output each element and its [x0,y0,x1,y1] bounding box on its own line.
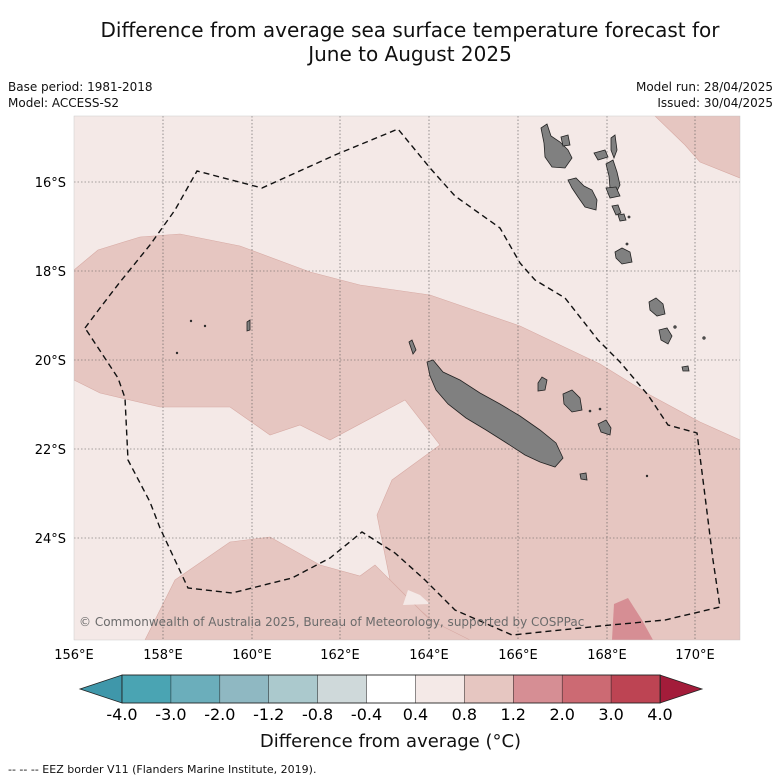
small-islet-b [625,242,629,246]
futuna-island [673,325,677,329]
colorbar-segments [121,674,661,704]
colorbar-tick-label: -0.8 [302,705,333,724]
colorbar-lower-extension [78,674,123,704]
ambae-island [593,149,609,161]
lon-tick-label: 160°E [232,648,272,663]
ouvea-island [537,376,548,392]
small-islet-g [203,324,207,328]
lat-tick-label: 16°S [35,176,66,191]
eez-border [84,128,721,636]
lat-tick-label: 22°S [35,443,66,458]
small-islet-d [598,407,602,411]
colorbar-segment [464,674,515,704]
colorbar: -4.0 -3.0 -2.0 -1.2 -0.8 -0.4 0.4 0.8 1.2 2.0 3.0 4… [78,674,704,724]
colorbar-segment [317,674,368,704]
issued-date: Issued: 30/04/2025 [657,96,773,110]
espiritu-santo-island [540,123,573,169]
map-plot-area: © Commonwealth of Australia 2025, Bureau… [74,116,740,640]
lifou-island [562,389,583,413]
erromango-island [648,297,666,317]
map-frame [73,115,741,641]
colorbar-segment [610,674,661,704]
lon-tick-label: 164°E [409,648,449,663]
title-line-1: Difference from average sea surface temp… [100,18,720,42]
aneityum-island [681,365,690,372]
lon-tick-label: 156°E [54,648,94,663]
tongoa-island [617,213,627,222]
epi-island [611,204,622,216]
colorbar-tick-label: -0.4 [351,705,382,724]
colorbar-tick-label: 4.0 [647,705,672,724]
colorbar-segment [561,674,612,704]
colorbar-tick-label: -3.0 [155,705,186,724]
aniwa-island [702,336,706,340]
isle-of-pines [579,472,588,481]
anomaly-gap [403,590,430,605]
meta-left: Base period: 1981-2018 Model: ACCESS-S2 [8,79,153,111]
maewo-island [610,134,618,160]
lon-tick-label: 162°E [320,648,360,663]
mare-island [597,419,612,436]
efate-island [614,247,633,265]
chesterfield-islet [246,319,251,332]
anomaly-region-northeast [654,116,740,179]
colorbar-segment [513,674,563,704]
colorbar-tick-label: -2.0 [204,705,235,724]
belep-islands [408,339,417,355]
eez-legend-text: -- EEZ border V11 (Flanders Marine Insti… [30,763,317,776]
meta-right: Model run: 28/04/2025 Issued: 30/04/2025 [636,79,773,111]
small-islet-e [645,474,649,478]
colorbar-segment [366,674,417,704]
colorbar-tick-label: -4.0 [106,705,137,724]
new-caledonia-main-island [426,359,564,468]
copyright-text: © Commonwealth of Australia 2025, Bureau… [79,615,584,629]
lat-axis: 16°S 18°S 20°S 22°S 24°S [35,176,66,547]
ambrym-island [605,186,621,199]
lat-tick-label: 24°S [35,532,66,547]
eez-legend-line-icon: -- -- [8,763,31,776]
map-title: Difference from average sea surface temp… [40,18,780,66]
malo-island [560,134,571,147]
base-period: Base period: 1981-2018 [8,80,153,94]
colorbar-upper-extension [659,674,704,704]
eez-legend: -- -- -- EEZ border V11 (Flanders Marine… [8,763,316,776]
colorbar-label: Difference from average (°C) [259,731,522,752]
colorbar-tick-label: -1.2 [253,705,284,724]
tanna-island [658,327,673,345]
land-masses [175,123,706,481]
colorbar-tick-label: 0.4 [403,705,428,724]
colorbar-segment [170,674,221,704]
anomaly-region-strong [612,598,653,640]
anomaly-region-southwest [144,536,471,640]
lon-tick-label: 170°E [675,648,715,663]
small-islet-h [175,351,179,355]
colorbar-segment [121,674,172,704]
colorbar-segment [219,674,270,704]
colorbar-frame [121,674,661,704]
colorbar-tick-label: 1.2 [501,705,526,724]
colorbar-tick-label: 0.8 [452,705,477,724]
lon-tick-label: 166°E [498,648,538,663]
colorbar-segment [415,674,466,704]
malekula-island [567,177,598,211]
colorbar-tick-label: 2.0 [549,705,574,724]
title-line-2: June to August 2025 [308,42,512,66]
anomaly-region-main [74,233,740,640]
small-islet-c [588,409,592,413]
lon-tick-label: 158°E [143,648,183,663]
small-islet-f [189,319,193,323]
graticule [74,116,740,640]
model-run: Model run: 28/04/2025 [635,80,773,94]
model-name: Model: ACCESS-S2 [8,96,120,110]
lon-axis: 156°E 158°E 160°E 162°E 164°E 166°E 168°… [54,648,715,663]
lat-tick-label: 18°S [35,265,66,280]
colorbar-tick-label: 3.0 [598,705,623,724]
lon-tick-label: 168°E [587,648,627,663]
colorbar-ticks: -4.0 -3.0 -2.0 -1.2 -0.8 -0.4 0.4 0.8 1.2 2.0 3.0 4… [106,705,672,724]
lat-tick-label: 20°S [35,354,66,369]
small-islet-a [627,215,631,219]
colorbar-segment [268,674,319,704]
